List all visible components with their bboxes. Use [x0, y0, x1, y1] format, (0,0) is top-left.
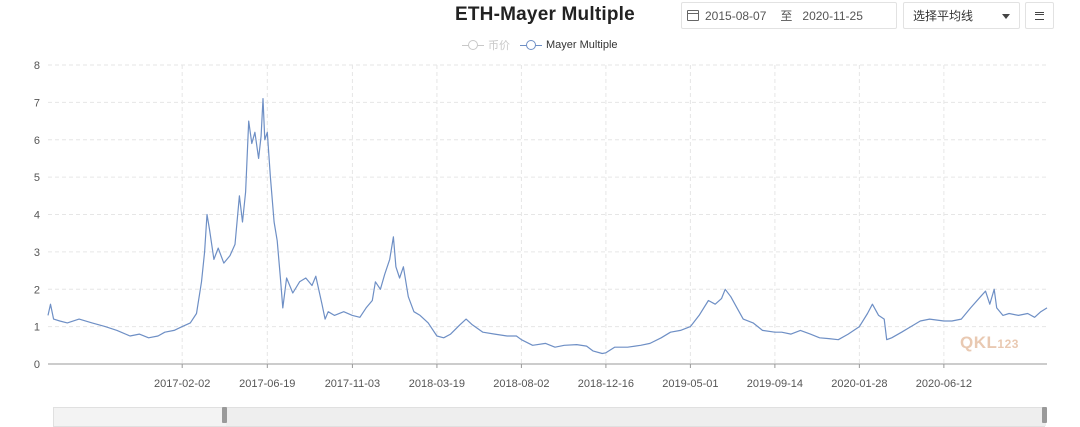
- moving-average-select[interactable]: 选择平均线: [903, 2, 1020, 29]
- data-zoom-selection[interactable]: [226, 408, 1046, 426]
- y-tick-label: 0: [34, 359, 40, 371]
- y-tick-label: 8: [34, 60, 40, 72]
- y-tick-label: 7: [34, 97, 40, 109]
- hamburger-menu-icon: [1035, 11, 1044, 20]
- watermark-logo: QKL123: [960, 333, 1019, 352]
- chart-title: ETH-Mayer Multiple: [455, 4, 635, 25]
- date-range-picker[interactable]: 2015-08-07 至 2020-11-25: [681, 2, 897, 29]
- caret-down-icon: [1002, 14, 1010, 19]
- y-tick-label: 2: [34, 284, 40, 296]
- chart-legend: 币价 Mayer Multiple: [462, 37, 628, 53]
- date-from[interactable]: 2015-08-07: [705, 8, 767, 23]
- calendar-icon: [687, 10, 699, 21]
- data-zoom-right-handle[interactable]: [1042, 407, 1047, 423]
- legend-item-price[interactable]: 币价: [462, 37, 510, 53]
- y-tick-label: 4: [34, 210, 40, 222]
- x-tick-label: 2017-02-02: [154, 378, 210, 390]
- legend-line-circle-icon: [520, 40, 542, 50]
- x-tick-label: 2018-03-19: [409, 378, 465, 390]
- x-tick-label: 2018-12-16: [578, 378, 634, 390]
- x-tick-label: 2019-09-14: [747, 378, 803, 390]
- y-tick-label: 5: [34, 172, 40, 184]
- x-tick-label: 2020-06-12: [916, 378, 972, 390]
- x-tick-label: 2019-05-01: [662, 378, 718, 390]
- x-tick-label: 2018-08-02: [493, 378, 549, 390]
- date-separator: 至: [780, 9, 793, 23]
- x-tick-label: 2017-06-19: [239, 378, 295, 390]
- y-tick-label: 3: [34, 247, 40, 259]
- legend-line-circle-icon: [462, 40, 484, 50]
- legend-label: 币价: [488, 40, 510, 52]
- series-line-mayer-multiple: [47, 98, 1048, 355]
- data-zoom-left-handle[interactable]: [222, 407, 227, 423]
- legend-item-mayer-multiple[interactable]: Mayer Multiple: [520, 39, 618, 51]
- y-tick-label: 1: [34, 322, 40, 334]
- legend-label: Mayer Multiple: [546, 39, 618, 51]
- chart-menu-button[interactable]: [1025, 2, 1054, 29]
- x-tick-label: 2020-01-28: [831, 378, 887, 390]
- date-to[interactable]: 2020-11-25: [802, 8, 863, 23]
- moving-average-select-label: 选择平均线: [913, 9, 974, 23]
- data-zoom-slider[interactable]: [53, 407, 1046, 427]
- y-tick-label: 6: [34, 135, 40, 147]
- x-tick-label: 2017-11-03: [325, 378, 380, 390]
